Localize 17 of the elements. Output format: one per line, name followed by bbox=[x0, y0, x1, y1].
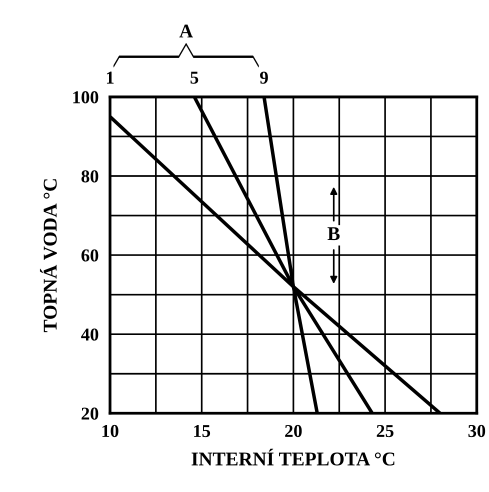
x-tick-label: 20 bbox=[285, 424, 302, 438]
x-tick-label: 10 bbox=[102, 424, 118, 438]
x-tick-label: 25 bbox=[376, 424, 394, 438]
y-tick-label: 40 bbox=[81, 328, 98, 341]
x-tick-label: 30 bbox=[468, 424, 486, 438]
series-label: 9 bbox=[260, 72, 268, 84]
series-label: 1 bbox=[106, 72, 114, 84]
y-axis-title: TOPNÁ VODA °C bbox=[40, 179, 57, 332]
y-tick-label: 60 bbox=[81, 249, 98, 262]
y-tick-label: 80 bbox=[81, 170, 98, 182]
x-axis-title: INTERNÍ TEPLOTA °C bbox=[192, 448, 394, 466]
y-tick-label: 100 bbox=[73, 91, 98, 104]
y-tick-label: 20 bbox=[82, 408, 98, 420]
series-label: 5 bbox=[190, 72, 198, 84]
x-tick-label: 15 bbox=[194, 425, 210, 438]
text: A bbox=[179, 24, 194, 38]
annotation: B bbox=[328, 227, 340, 240]
